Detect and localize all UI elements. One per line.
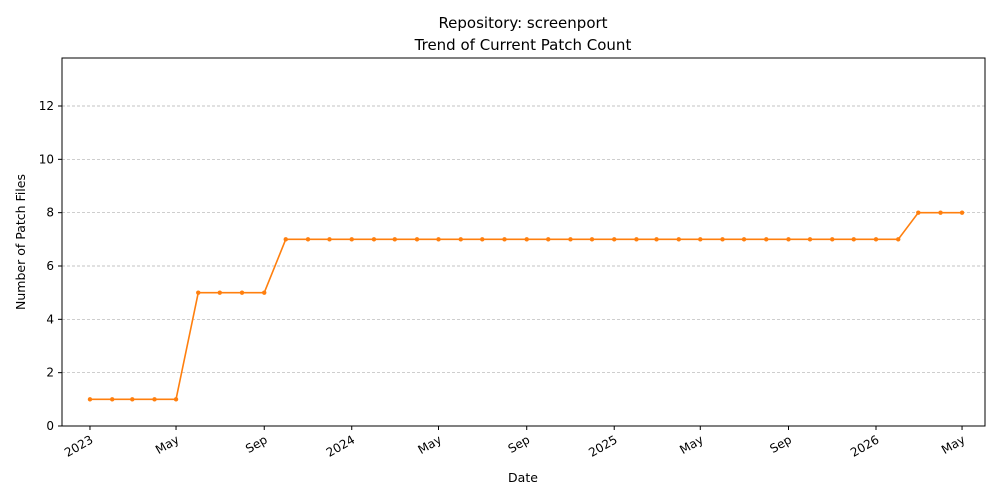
x-tick-label: May <box>939 432 967 457</box>
grid <box>62 105 985 374</box>
y-tick-label: 12 <box>39 99 54 113</box>
data-point <box>654 237 659 242</box>
x-tick-label: Sep <box>506 432 533 455</box>
data-point <box>502 237 507 242</box>
data-point <box>283 237 288 242</box>
data-point <box>524 237 529 242</box>
data-point <box>371 237 377 242</box>
data-point <box>612 237 617 242</box>
y-tick-label: 6 <box>46 259 54 273</box>
y-tick-label: 8 <box>46 206 54 220</box>
data-point <box>173 397 179 402</box>
data-point <box>851 237 856 242</box>
chart-subtitle: Trend of Current Patch Count <box>414 36 632 54</box>
series <box>87 210 965 402</box>
data-point <box>130 397 135 402</box>
data-point <box>764 237 769 242</box>
x-tick-label: May <box>416 432 444 457</box>
x-tick-label: 2026 <box>848 432 881 459</box>
data-point <box>807 237 813 242</box>
data-point <box>634 237 639 242</box>
data-point <box>741 237 747 242</box>
ticks: 0 2 4 6 8 10 12 2023 May Sep 2024 May Sep 2025 May Sep 2… <box>39 99 968 460</box>
y-tick-label: 0 <box>46 419 54 433</box>
data-point <box>349 237 354 242</box>
data-point <box>110 397 115 402</box>
data-point <box>959 210 965 215</box>
data-point <box>873 237 879 242</box>
data-point <box>414 237 420 242</box>
x-tick-label: Sep <box>243 432 270 455</box>
data-point <box>458 237 463 242</box>
plot-frame <box>61 57 986 427</box>
data-point <box>327 237 332 242</box>
data-point <box>217 290 222 295</box>
x-tick-label: 2025 <box>586 432 619 459</box>
data-point <box>830 237 835 242</box>
y-tick-label: 10 <box>39 152 54 166</box>
data-point <box>480 237 485 242</box>
data-point <box>152 397 157 402</box>
data-point <box>720 237 725 242</box>
y-tick-label: 2 <box>46 366 54 380</box>
x-tick-label: 2024 <box>324 432 357 459</box>
data-point <box>436 237 441 242</box>
data-point <box>196 290 201 295</box>
data-point <box>676 237 681 242</box>
y-tick-label: 4 <box>46 312 54 326</box>
data-point <box>896 237 901 242</box>
x-tick-label: Sep <box>767 432 794 455</box>
data-point <box>589 237 595 242</box>
data-point <box>698 237 703 242</box>
x-tick-label: May <box>153 432 181 457</box>
x-tick-label: May <box>677 432 705 457</box>
data-point <box>786 237 791 242</box>
data-point <box>916 210 921 215</box>
data-point <box>305 237 311 242</box>
data-point <box>568 237 573 242</box>
data-point <box>87 397 93 402</box>
x-tick-label: 2023 <box>62 432 95 459</box>
chart-title: Repository: screenport <box>438 14 607 32</box>
data-point <box>262 290 267 295</box>
data-point <box>392 237 397 242</box>
data-point <box>938 210 943 215</box>
y-axis-label: Number of Patch Files <box>13 174 28 310</box>
data-point <box>546 237 551 242</box>
data-point <box>239 290 245 295</box>
x-axis-label: Date <box>508 470 538 485</box>
